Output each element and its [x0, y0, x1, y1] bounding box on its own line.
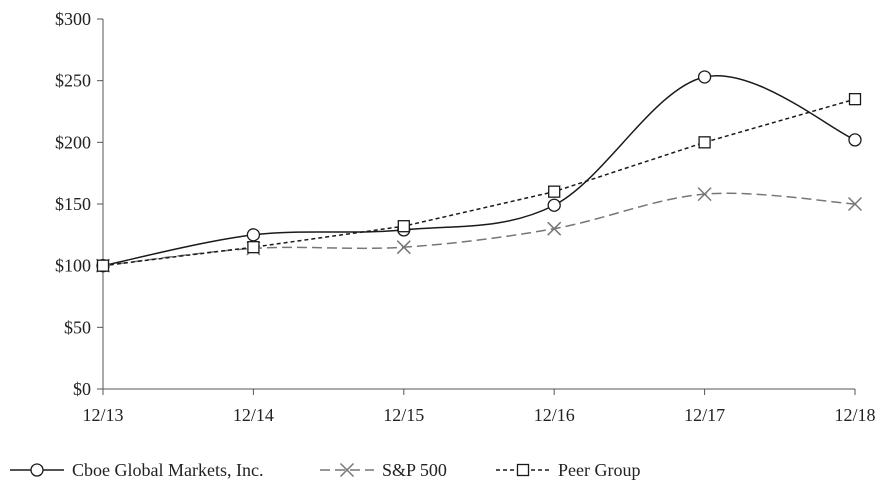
y-tick-label: $0	[73, 379, 91, 399]
series-layer	[95, 70, 863, 273]
y-tick-label: $300	[55, 9, 91, 29]
data-point-marker	[96, 259, 110, 272]
legend-item: Cboe Global Markets, Inc.	[10, 460, 263, 480]
y-tick-label: $150	[55, 194, 91, 214]
axes	[102, 19, 855, 390]
legend-label: S&P 500	[382, 460, 447, 480]
legend-marker	[30, 463, 44, 477]
data-point-marker	[697, 70, 712, 84]
legend-item: Peer Group	[496, 460, 640, 480]
y-tick-label: $250	[55, 71, 91, 91]
data-point-marker	[247, 241, 260, 254]
data-point-marker	[548, 185, 561, 198]
data-point-marker	[246, 228, 261, 242]
data-point-marker	[698, 136, 711, 149]
x-tick-label: 12/18	[834, 405, 875, 425]
data-point-marker	[547, 221, 562, 236]
legend-label: Cboe Global Markets, Inc.	[72, 460, 263, 480]
x-tick-label: 12/14	[233, 405, 274, 425]
data-point-marker	[697, 187, 712, 202]
data-point-marker	[848, 133, 862, 147]
legend-marker	[516, 463, 530, 477]
series-line	[102, 192, 856, 267]
legend: Cboe Global Markets, Inc. S&P 500 Peer Gro…	[10, 460, 640, 480]
x-tick-label: 12/17	[684, 405, 725, 425]
legend-item: S&P 500	[320, 460, 447, 480]
data-point-marker	[397, 220, 410, 233]
series-0	[96, 70, 862, 273]
series-1	[95, 187, 863, 273]
data-point-marker	[847, 196, 863, 212]
x-tick-label: 12/16	[534, 405, 575, 425]
y-tick-label: $200	[55, 132, 91, 152]
x-axis-ticks: 12/13 12/14 12/15 12/16 12/17 12/18	[82, 389, 876, 425]
y-tick-label: $50	[64, 317, 91, 337]
series-line	[102, 74, 856, 267]
data-point-marker	[396, 240, 411, 255]
series-2	[96, 93, 862, 272]
x-tick-label: 12/13	[82, 405, 123, 425]
y-tick-label: $100	[55, 256, 91, 276]
x-tick-label: 12/15	[383, 405, 424, 425]
legend-marker	[339, 462, 355, 478]
series-line	[102, 98, 856, 267]
data-point-marker	[848, 93, 862, 106]
y-axis-ticks: $0 $50 $100 $150 $200 $250 $300	[55, 9, 103, 399]
legend-label: Peer Group	[558, 460, 640, 480]
data-point-marker	[547, 198, 561, 212]
